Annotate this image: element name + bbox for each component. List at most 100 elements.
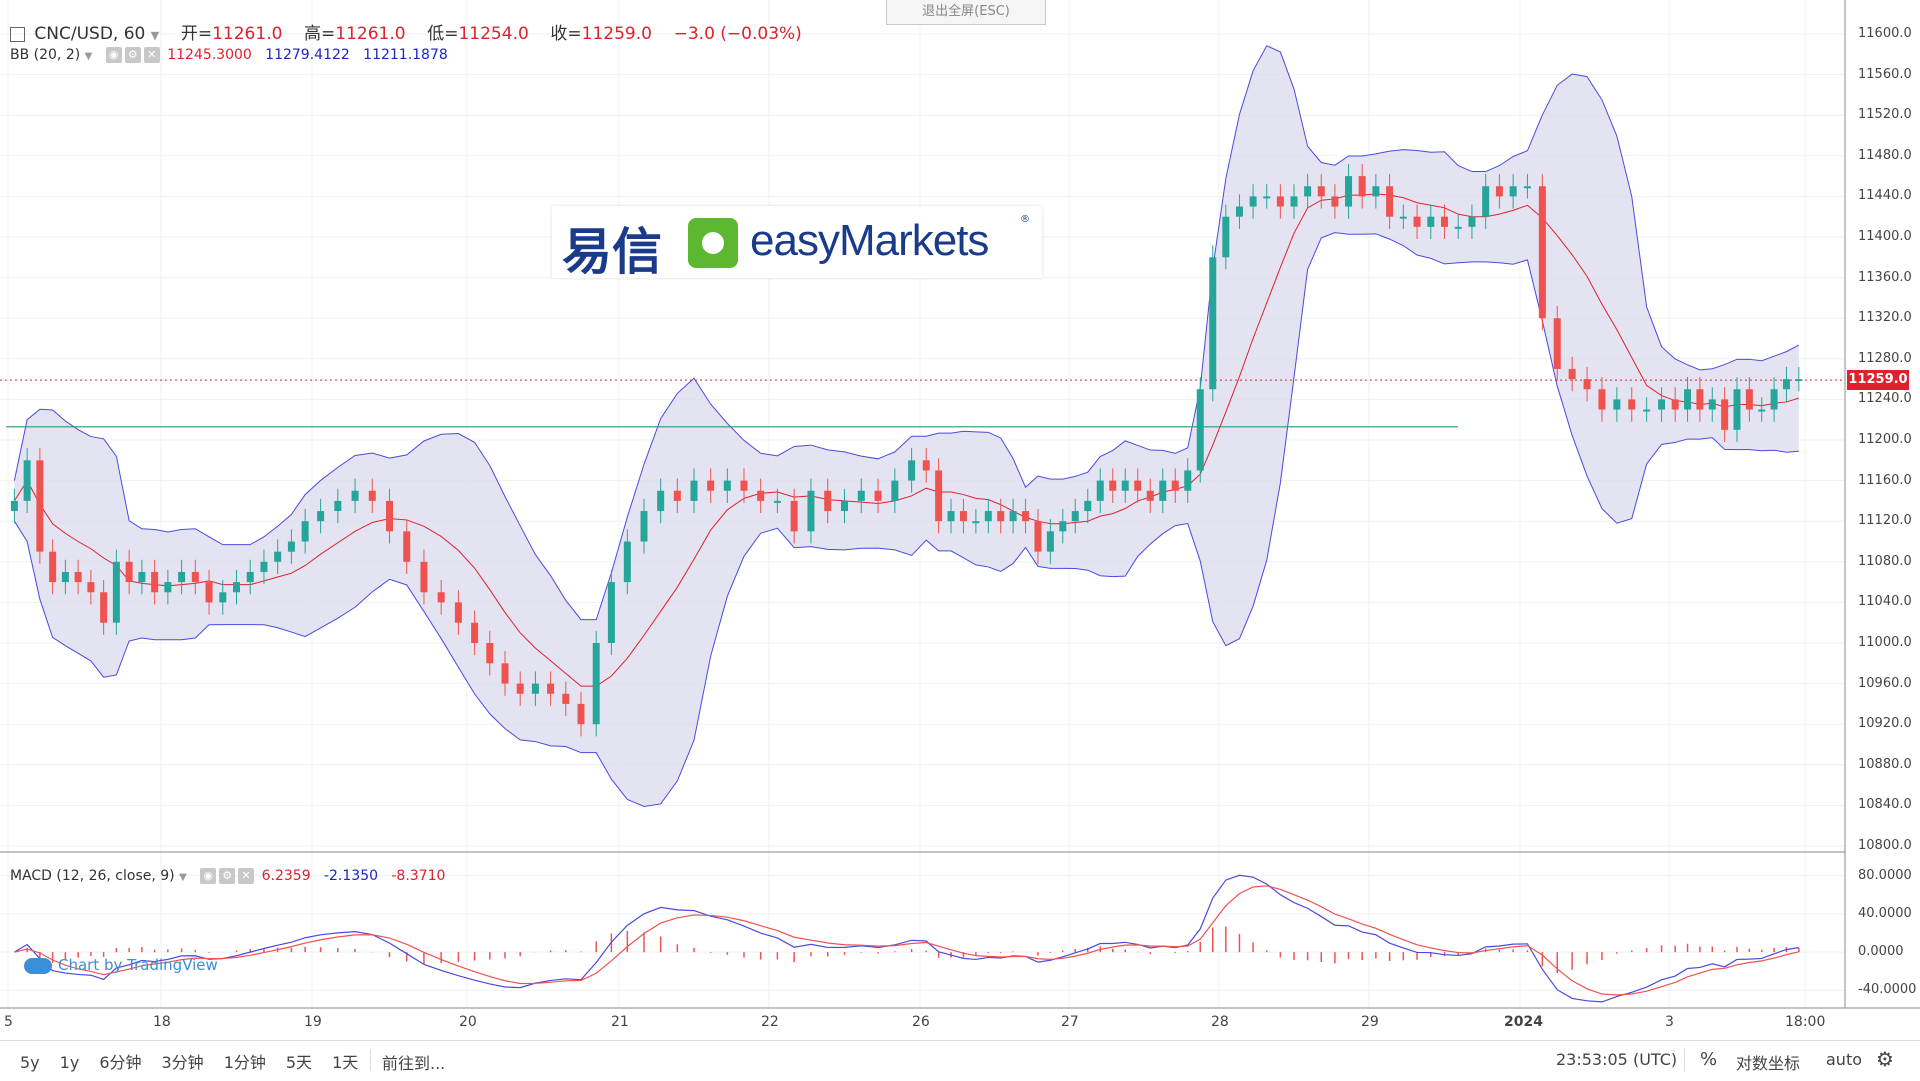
log-scale-toggle[interactable]: 对数坐标: [1736, 1054, 1801, 1073]
candle: [1696, 389, 1704, 410]
chevron-down-icon[interactable]: ▼: [150, 29, 160, 42]
bb-basis-value: 11245.3000: [167, 47, 252, 63]
macd-label[interactable]: MACD (12, 26, close, 9): [10, 868, 175, 884]
candle: [690, 480, 698, 501]
close-label: 收=: [550, 24, 582, 44]
bb-label[interactable]: BB (20, 2): [10, 47, 81, 63]
candle: [10, 500, 18, 512]
candle: [1553, 318, 1561, 369]
price-chart[interactable]: [0, 0, 1920, 1040]
candle: [112, 561, 120, 623]
candle: [1222, 216, 1230, 258]
range-button[interactable]: 1y: [59, 1053, 80, 1072]
price-axis-label: 11080.0: [1858, 553, 1912, 569]
range-button[interactable]: 1分钟: [223, 1053, 266, 1072]
candle: [246, 571, 254, 583]
chevron-down-icon[interactable]: ▼: [84, 51, 93, 62]
candle: [1733, 389, 1741, 430]
candle: [935, 470, 943, 522]
candle: [908, 460, 916, 481]
clock-time[interactable]: 23:53:05 (UTC): [1556, 1050, 1678, 1069]
candles: [10, 163, 1803, 737]
macd-value: 6.2359: [261, 868, 311, 884]
signal-line: [14, 885, 1799, 996]
symbol-label[interactable]: CNC/USD, 60: [34, 24, 146, 44]
candle: [1059, 521, 1067, 532]
candle: [1009, 511, 1017, 522]
logo-reg-mark: ®: [1020, 214, 1030, 225]
symbol-header: CNC/USD, 60 ▼ 开=11261.0 高=11261.0 低=1125…: [10, 19, 802, 44]
candle: [178, 571, 186, 583]
symbol-toggle-icon[interactable]: [10, 26, 25, 42]
range-button[interactable]: 5y: [20, 1053, 40, 1072]
candle: [49, 551, 57, 583]
candle: [87, 582, 95, 593]
last-price-tag: 11259.0: [1847, 370, 1909, 391]
price-axis-label: 10960.0: [1858, 675, 1912, 691]
candle: [1758, 409, 1766, 412]
candle: [562, 693, 570, 704]
range-button[interactable]: 6分钟: [99, 1053, 142, 1072]
candle: [1613, 399, 1621, 410]
candle: [874, 490, 882, 501]
candle: [1134, 480, 1142, 491]
auto-scale-toggle[interactable]: auto: [1826, 1050, 1863, 1069]
bb-lower-line: [13, 232, 1799, 808]
goto-date-button[interactable]: 前往到...: [382, 1054, 446, 1073]
time-axis-label: 3: [1665, 1014, 1674, 1030]
close-icon[interactable]: ✕: [238, 868, 255, 884]
gear-icon[interactable]: ⚙: [124, 47, 141, 63]
candle: [301, 521, 309, 542]
candle: [1745, 389, 1753, 410]
candle: [1399, 216, 1407, 219]
price-axis-label: 11160.0: [1858, 472, 1912, 488]
candle: [984, 511, 992, 522]
candle: [1184, 470, 1192, 491]
candle: [857, 490, 865, 501]
candle: [36, 460, 44, 552]
candle: [1171, 480, 1179, 491]
price-axis-label: 10920.0: [1858, 716, 1912, 732]
candle: [454, 602, 462, 623]
chevron-down-icon[interactable]: ▼: [179, 872, 187, 883]
macd-axis-label: -40.0000: [1858, 982, 1917, 998]
range-button[interactable]: 1天: [332, 1053, 359, 1072]
range-button[interactable]: 5天: [285, 1053, 313, 1072]
eye-icon[interactable]: ◉: [105, 47, 122, 63]
candle: [1159, 480, 1167, 501]
candle: [592, 643, 600, 725]
eye-icon[interactable]: ◉: [200, 868, 217, 884]
percent-toggle[interactable]: %: [1700, 1049, 1718, 1070]
candle: [1441, 216, 1448, 227]
candle: [1538, 186, 1546, 319]
gear-icon[interactable]: ⚙: [219, 868, 236, 884]
candle: [707, 480, 715, 491]
candle: [386, 500, 393, 532]
gear-icon[interactable]: ⚙: [1876, 1047, 1894, 1071]
candle: [1671, 399, 1679, 410]
candle: [723, 480, 731, 491]
exit-fullscreen-button[interactable]: 退出全屏(ESC): [886, 0, 1046, 25]
candle: [23, 460, 31, 501]
bb-lower-value: 11211.1878: [363, 47, 448, 63]
low-value: 11254.0: [458, 24, 529, 44]
candle: [824, 490, 832, 512]
close-icon[interactable]: ✕: [143, 47, 160, 63]
candle: [740, 480, 748, 491]
price-axis-label: 11200.0: [1858, 432, 1912, 447]
candle: [1146, 490, 1154, 501]
range-button[interactable]: 3分钟: [161, 1053, 204, 1072]
candle: [807, 490, 815, 532]
candle: [531, 683, 539, 694]
candle: [1372, 186, 1380, 197]
candle: [287, 541, 295, 552]
candle: [501, 663, 509, 684]
tradingview-watermark[interactable]: Chart by TradingView: [24, 956, 218, 974]
candle: [1022, 511, 1030, 522]
candle: [757, 490, 765, 501]
time-axis-label: 26: [912, 1014, 930, 1030]
candle: [74, 571, 82, 583]
candle: [1628, 399, 1636, 410]
price-axis-label: 11120.0: [1858, 513, 1912, 529]
candle: [1290, 196, 1298, 207]
